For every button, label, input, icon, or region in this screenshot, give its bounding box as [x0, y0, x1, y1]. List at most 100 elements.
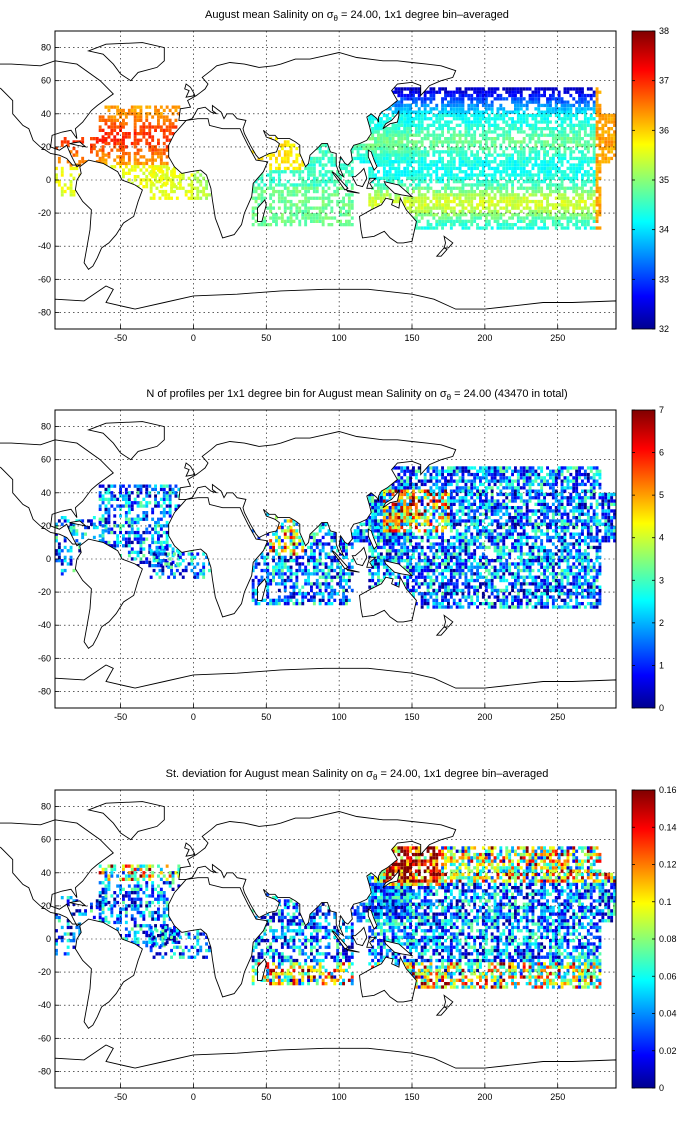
data-bin [345, 549, 348, 553]
data-bin [563, 87, 567, 91]
data-bin [145, 491, 149, 495]
data-bin [417, 113, 421, 118]
data-bin [148, 158, 152, 162]
data-bin [549, 183, 552, 187]
data-bin [292, 535, 296, 540]
data-bin [127, 168, 131, 172]
data-bin [508, 93, 512, 98]
data-bin [178, 180, 182, 184]
data-bin [583, 127, 587, 131]
data-bin [101, 115, 105, 119]
data-bin [345, 170, 348, 174]
data-bin [310, 532, 313, 536]
data-bin [490, 183, 494, 187]
data-bin [429, 110, 433, 114]
data-bin [511, 117, 514, 121]
data-bin [196, 186, 200, 190]
data-bin [251, 565, 255, 569]
data-bin [295, 572, 299, 576]
data-bin [257, 183, 261, 187]
data-bin [394, 153, 398, 157]
data-bin [557, 110, 561, 114]
data-bin [543, 166, 546, 171]
data-bin [414, 130, 418, 134]
data-bin [575, 176, 579, 180]
data-bin [397, 117, 401, 121]
data-bin [342, 598, 345, 602]
data-bin [371, 509, 375, 513]
data-bin [423, 199, 427, 204]
data-bin [289, 578, 293, 583]
data-bin [333, 180, 337, 184]
data-bin [525, 216, 529, 220]
data-bin [514, 166, 517, 171]
data-bin [388, 133, 392, 137]
data-bin [400, 542, 404, 546]
data-bin [295, 166, 299, 171]
data-bin [400, 143, 404, 147]
data-bin [406, 107, 410, 111]
data-bin [330, 216, 334, 220]
data-bin [263, 189, 267, 194]
data-bin [414, 160, 418, 164]
data-bin [473, 140, 477, 144]
data-bin [403, 153, 407, 157]
data-bin [525, 206, 529, 210]
data-bin [101, 514, 105, 518]
data-bin [484, 140, 488, 144]
data-bin [136, 514, 140, 518]
data-bin [289, 143, 293, 147]
data-bin [452, 160, 456, 164]
data-bin [159, 128, 163, 132]
data-bin [578, 160, 581, 164]
data-bin [324, 572, 328, 576]
data-bin [551, 166, 555, 171]
data-bin [458, 140, 462, 144]
data-bin [414, 153, 418, 157]
data-bin [543, 117, 546, 121]
data-bin [145, 501, 149, 505]
data-bin [269, 598, 273, 602]
data-bin [178, 173, 182, 177]
data-bin [447, 120, 450, 124]
data-bin [412, 120, 415, 124]
data-bin [269, 170, 273, 174]
data-bin [318, 598, 322, 602]
data-bin [266, 592, 270, 596]
data-bin [583, 219, 587, 223]
data-bin [403, 529, 407, 533]
data-bin [333, 575, 337, 579]
data-bin [342, 575, 345, 579]
data-bin [566, 133, 570, 137]
data-bin [269, 156, 273, 161]
data-bin [251, 595, 255, 599]
data-bin [417, 90, 421, 94]
data-bin [604, 123, 608, 127]
data-bin [583, 203, 587, 207]
data-bin [98, 520, 102, 525]
data-bin [345, 223, 348, 227]
data-bin [159, 115, 163, 119]
data-bin [377, 519, 380, 523]
data-bin [397, 522, 401, 526]
data-bin [476, 223, 479, 227]
data-bin [283, 532, 287, 536]
data-bin [385, 532, 389, 536]
data-bin [330, 535, 334, 540]
data-bin [400, 545, 404, 550]
data-bin [528, 93, 532, 98]
data-bin [374, 512, 377, 516]
data-bin [382, 522, 386, 526]
data-bin [543, 153, 546, 157]
data-bin [583, 180, 587, 184]
data-bin [280, 156, 284, 161]
data-bin [601, 160, 605, 164]
data-bin [467, 97, 471, 101]
data-bin [557, 143, 561, 147]
data-bin [333, 532, 337, 536]
data-bin [403, 575, 407, 579]
data-bin [136, 148, 140, 152]
data-bin [145, 484, 149, 488]
data-bin [69, 166, 73, 171]
data-bin [263, 568, 267, 573]
